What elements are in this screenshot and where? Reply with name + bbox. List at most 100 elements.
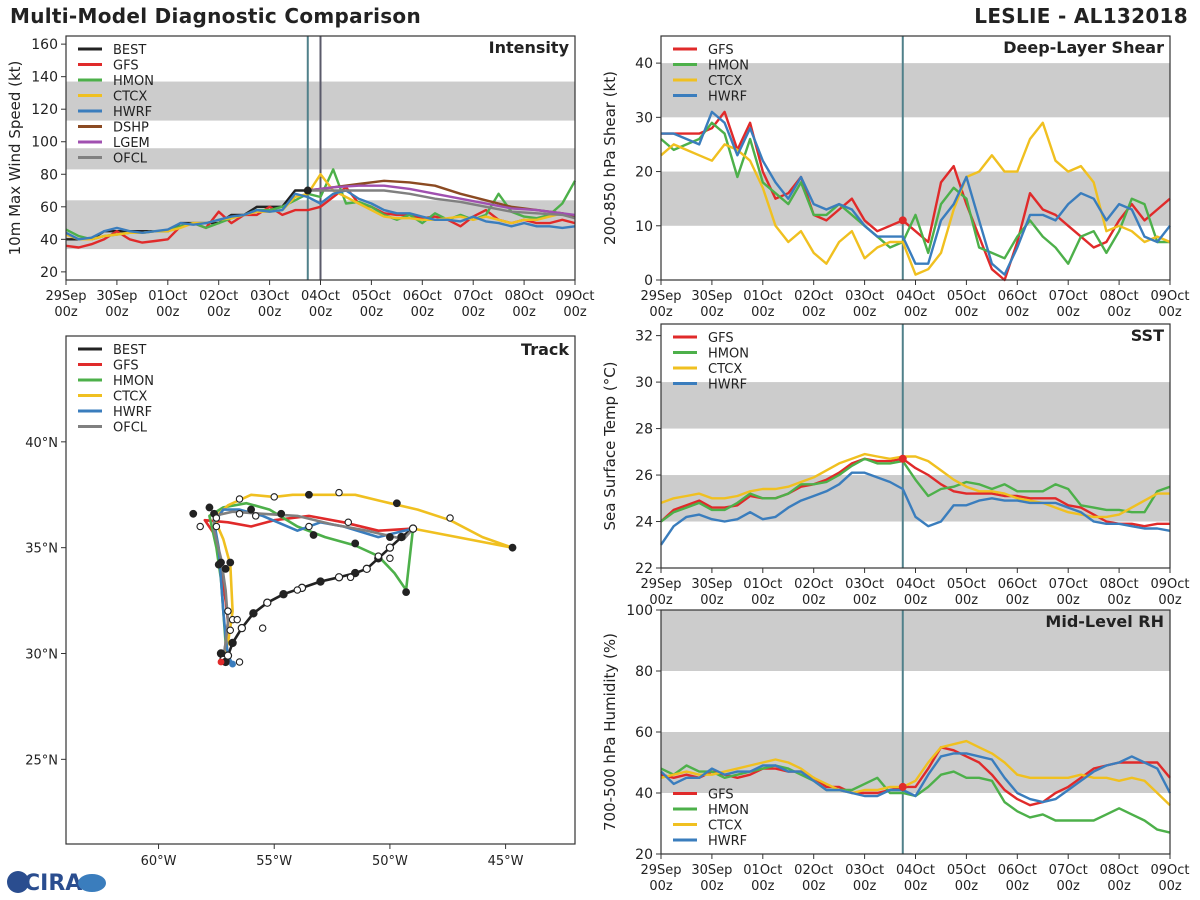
- track-hwrf-start-marker: [229, 660, 236, 668]
- shear-ytick-label: 10: [635, 219, 653, 235]
- track-frame: [65, 335, 576, 845]
- shear-xtick-label: 00z: [1107, 305, 1131, 320]
- intensity-xtick-label: 00z: [54, 305, 78, 320]
- intensity-ytick-label: 100: [31, 135, 58, 151]
- track-forecast-marker: [386, 554, 394, 562]
- track-xtick-label: 50°W: [372, 854, 408, 869]
- sst-series-gfs: [660, 457, 1170, 528]
- shear-xtick-label: 30Sep: [691, 289, 732, 304]
- sst-legend-label-hwrf: HWRF: [708, 378, 747, 393]
- track-best-marker: [249, 609, 258, 618]
- shear-xtick-label: 01Oct: [743, 289, 782, 304]
- shear-band-1: [661, 63, 1170, 118]
- sst-xtick-label: 00z: [1057, 593, 1081, 608]
- track-forecast-marker: [335, 488, 343, 497]
- sst-xtick-label: 00z: [802, 593, 826, 608]
- sst-ytick-label: 22: [635, 561, 653, 577]
- rh-legend-label-ctcx: CTCX: [708, 819, 742, 834]
- cira-logo-swoosh-icon: [78, 874, 106, 892]
- track-plot-area: [66, 336, 575, 844]
- shear-xtick-label: 03Oct: [845, 289, 884, 304]
- rh-xtick-label: 00z: [700, 879, 724, 894]
- track-forecast-marker: [508, 543, 517, 552]
- intensity-legend-label-lgem: LGEM: [113, 136, 150, 151]
- intensity-legend-label-best: BEST: [113, 43, 146, 58]
- shear-init-marker: [898, 216, 907, 225]
- rh-xtick-label: 05Oct: [947, 863, 986, 878]
- track-forecast-marker: [226, 626, 235, 634]
- track-legend-label-ctcx: CTCX: [113, 390, 147, 405]
- intensity-xtick-label: 00z: [156, 305, 180, 320]
- track-forecast-marker: [247, 505, 255, 514]
- storm-id: LESLIE - AL132018: [974, 4, 1188, 28]
- sst-xtick-label: 04Oct: [896, 577, 935, 592]
- rh-xtick-label: 00z: [904, 879, 928, 894]
- rh-ylabel: 700-500 hPa Humidity (%): [601, 633, 619, 831]
- sst-xtick-label: 02Oct: [794, 577, 833, 592]
- track-xtick-label: 45°W: [488, 854, 524, 869]
- rh-xtick-label: 03Oct: [845, 863, 884, 878]
- intensity-xtick-label: 00z: [462, 305, 486, 320]
- track-forecast-marker: [351, 539, 360, 548]
- shear-xtick-label: 29Sep: [640, 289, 681, 304]
- intensity-xtick-label: 07Oct: [454, 289, 493, 304]
- track-legend-label-gfs: GFS: [113, 359, 139, 374]
- track-forecast-marker: [226, 558, 235, 567]
- rh-ytick-label: 60: [635, 725, 653, 741]
- track-series-ctcx: [212, 493, 514, 659]
- intensity-xtick-label: 00z: [411, 305, 435, 320]
- rh-series-ctcx: [660, 739, 1171, 807]
- intensity-series-lgem: [307, 184, 576, 217]
- rh-xtick-label: 02Oct: [794, 863, 833, 878]
- sst-series-hmon: [660, 457, 1171, 523]
- intensity-ytick-label: 160: [31, 37, 58, 53]
- sst-xtick-label: 05Oct: [947, 577, 986, 592]
- shear-xtick-label: 02Oct: [794, 289, 833, 304]
- intensity-legend-label-ofcl: OFCL: [113, 152, 148, 167]
- rh-legend-label-gfs: GFS: [708, 788, 734, 803]
- rh-ytick-label: 20: [635, 847, 653, 863]
- intensity-xtick-label: 05Oct: [352, 289, 391, 304]
- sst-xtick-label: 00z: [955, 593, 979, 608]
- track-best-marker: [362, 564, 371, 574]
- track-forecast-marker: [212, 514, 221, 522]
- shear-xtick-label: 05Oct: [947, 289, 986, 304]
- intensity-xtick-label: 00z: [309, 305, 333, 320]
- sst-xtick-label: 07Oct: [1049, 577, 1088, 592]
- track-legend-label-hwrf: HWRF: [113, 405, 152, 420]
- track-forecast-marker: [277, 509, 286, 518]
- shear-xtick-label: 06Oct: [998, 289, 1037, 304]
- intensity-xtick-label: 06Oct: [403, 289, 442, 304]
- track-gfs-start-marker: [217, 658, 225, 666]
- rh-init-marker: [898, 782, 907, 791]
- intensity-ytick-label: 140: [31, 70, 58, 86]
- sst-xtick-label: 00z: [649, 593, 673, 608]
- track-forecast-marker: [212, 522, 221, 531]
- shear-xtick-label: 00z: [1057, 305, 1081, 320]
- rh-series-hwrf: [660, 752, 1172, 804]
- shear-series-hwrf: [661, 110, 1171, 276]
- sst-legend-label-hmon: HMON: [708, 347, 749, 362]
- shear-series-hmon: [660, 121, 1170, 265]
- sst-xtick-label: 08Oct: [1100, 577, 1139, 592]
- track-forecast-marker: [258, 624, 267, 632]
- sst-xtick-label: 06Oct: [998, 577, 1037, 592]
- sst-legend-label-gfs: GFS: [708, 331, 734, 346]
- sst-xtick-label: 30Sep: [691, 577, 732, 592]
- sst-xtick-label: 00z: [1107, 593, 1131, 608]
- track-ytick-label: 25°N: [25, 753, 58, 768]
- sst-xtick-label: 00z: [853, 593, 877, 608]
- intensity-xtick-label: 00z: [563, 305, 587, 320]
- intensity-legend-label-hmon: HMON: [113, 74, 154, 89]
- track-forecast-marker: [293, 586, 302, 594]
- rh-xtick-label: 00z: [1057, 879, 1081, 894]
- track-best-marker: [279, 590, 288, 599]
- sst-ytick-label: 30: [635, 375, 653, 391]
- intensity-ytick-label: 40: [40, 232, 58, 248]
- intensity-xtick-label: 00z: [258, 305, 282, 320]
- intensity-xtick-label: 00z: [512, 305, 536, 320]
- sst-xtick-label: 00z: [1006, 593, 1030, 608]
- shear-xtick-label: 09Oct: [1150, 289, 1189, 304]
- track-series-ofcl: [212, 510, 414, 658]
